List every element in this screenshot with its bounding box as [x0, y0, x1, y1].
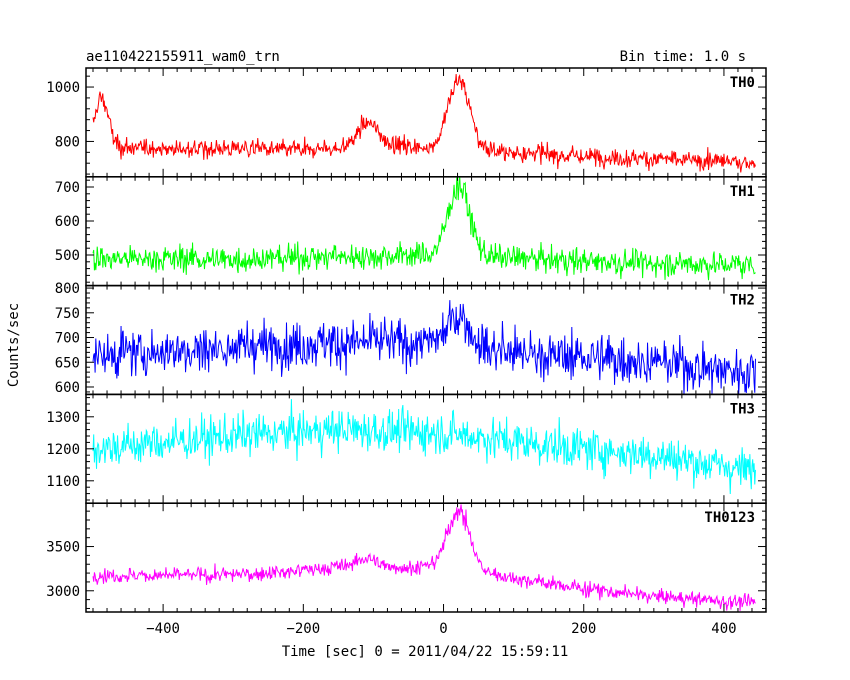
- x-tick-label: 400: [711, 621, 736, 637]
- x-tick-label: 200: [571, 621, 596, 637]
- panel-label: TH0123: [704, 510, 755, 526]
- x-tick-label: −200: [286, 621, 320, 637]
- y-tick-label: 750: [55, 306, 80, 322]
- y-tick-label: 800: [55, 134, 80, 150]
- y-tick-label: 1100: [46, 474, 80, 490]
- panel-label: TH1: [730, 184, 755, 200]
- series-line-th2: [92, 300, 756, 395]
- panel-frame: [85, 284, 767, 396]
- y-tick-label: 700: [55, 331, 80, 347]
- y-tick-label: 500: [55, 248, 80, 264]
- panel-th3: TH3 1100 1200 1300: [46, 393, 767, 504]
- panel-frame: [85, 502, 767, 613]
- y-tick-label: 600: [55, 380, 80, 396]
- panel-label: TH3: [730, 401, 755, 417]
- y-tick-label: 1200: [46, 442, 80, 458]
- panel-th0123: TH0123 3000 3500: [46, 502, 767, 613]
- panel-frame: [85, 176, 767, 287]
- series-line-th3: [92, 399, 756, 495]
- x-axis-label: Time [sec] 0 = 2011/04/22 15:59:11: [282, 644, 569, 660]
- y-tick-label: 3000: [46, 584, 80, 600]
- panel-th2: TH2 600 650 700 750 800: [55, 281, 767, 396]
- series-line-th0: [92, 73, 756, 173]
- y-axis-label: Counts/sec: [6, 303, 22, 387]
- chart-title: ae110422155911_wam0_trn: [86, 49, 280, 65]
- bin-time-label: Bin time: 1.0 s: [620, 49, 746, 65]
- panel-th1: TH1 500 600 700: [55, 176, 767, 287]
- y-tick-label: 1300: [46, 410, 80, 426]
- panel-label: TH2: [730, 293, 755, 309]
- x-tick-label: 0: [439, 621, 447, 637]
- series-line-th0123: [92, 504, 756, 611]
- y-tick-label: 1000: [46, 80, 80, 96]
- x-tick-label: −400: [146, 621, 180, 637]
- panel-th0: TH0 800 1000: [46, 67, 767, 178]
- panel-frame: [85, 67, 767, 178]
- y-tick-label: 600: [55, 214, 80, 230]
- panels-group: TH0 800 1000 TH1 500 600 700 TH2 600 650 700 750 800…: [46, 67, 767, 637]
- panel-label: TH0: [730, 75, 755, 91]
- series-line-th1: [92, 176, 756, 281]
- y-tick-label: 800: [55, 281, 80, 297]
- y-tick-label: 700: [55, 180, 80, 196]
- y-tick-label: 3500: [46, 540, 80, 556]
- y-tick-label: 650: [55, 355, 80, 371]
